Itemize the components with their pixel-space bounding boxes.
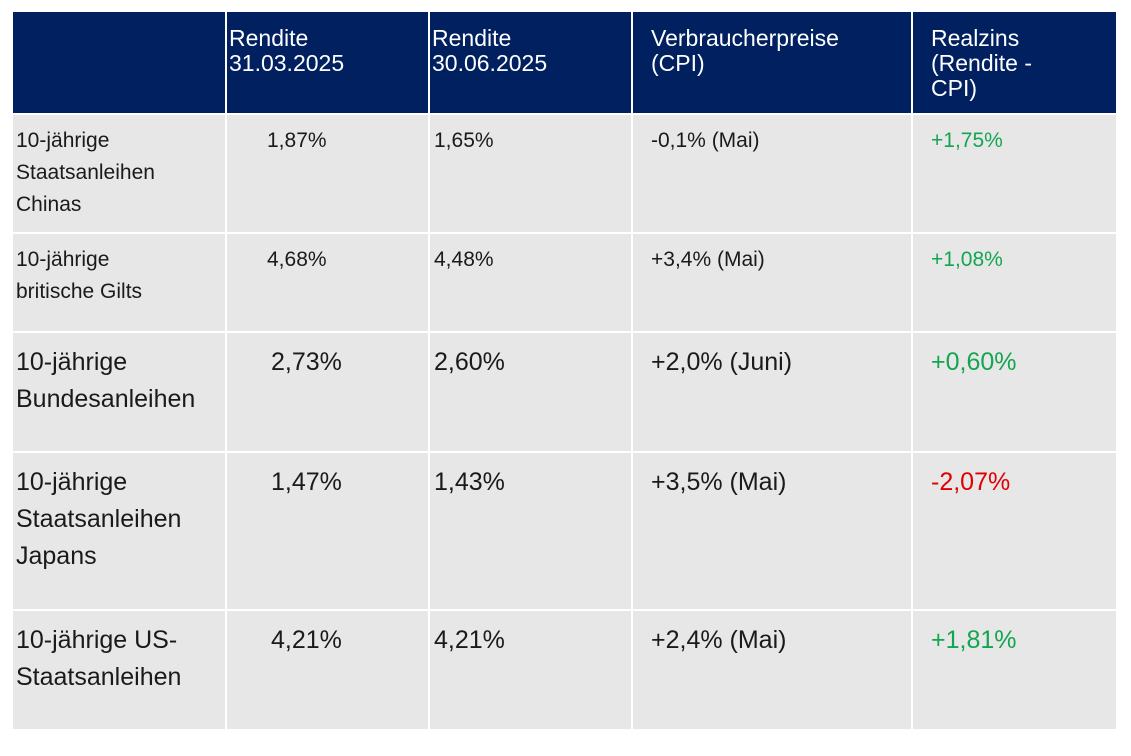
bond-name-line: 10-jährige [16,129,110,152]
yield-q1-cell: 2,73% [227,333,430,453]
real-rate-cell: +0,60% [913,333,1116,453]
yield-q2-cell: 4,21% [430,611,633,729]
table-header-row: Rendite 31.03.2025 Rendite 30.06.2025 Ve… [13,12,1116,115]
bond-name-cell: 10-jährige Staatsanleihen Chinas [13,115,227,234]
header-cpi-line1: Verbraucherpreise [651,25,839,51]
table-row: 10-jährige britische Gilts 4,68% 4,48% +… [13,234,1116,333]
yield-q2-cell: 4,48% [430,234,633,333]
header-cpi-line2: (CPI) [651,50,705,76]
real-rate-cell: -2,07% [913,453,1116,611]
bond-name-line: Chinas [16,193,82,216]
header-yield-q1: Rendite 31.03.2025 [227,12,430,115]
header-real-rate-line1: Realzins [931,25,1020,51]
bond-name-line: Staatsanleihen [16,161,155,184]
header-yield-q1-line1: Rendite [229,25,309,51]
real-rate-cell: +1,81% [913,611,1116,729]
table-row: 10-jährige Staatsanleihen Chinas 1,87% 1… [13,115,1116,234]
bond-name-cell: 10-jährige britische Gilts [13,234,227,333]
cpi-cell: +3,5% (Mai) [633,453,913,611]
header-yield-q2: Rendite 30.06.2025 [430,12,633,115]
bond-name-line: Staatsanleihen [16,505,182,533]
yield-q1-cell: 1,87% [227,115,430,234]
header-cpi: Verbraucherpreise (CPI) [633,12,913,115]
bond-name-cell: 10-jährige Staatsanleihen Japans [13,453,227,611]
header-bond [13,12,227,115]
yield-q1-cell: 1,47% [227,453,430,611]
bond-name-line: britische Gilts [16,280,143,303]
bond-name-cell: 10-jährige US- Staatsanleihen [13,611,227,729]
bond-name-line: 10-jährige [16,468,128,496]
table-row: 10-jährige Bundesanleihen 2,73% 2,60% +2… [13,333,1116,453]
real-rate-cell: +1,75% [913,115,1116,234]
bond-name-line: 10-jährige US- [16,626,178,654]
yield-q1-cell: 4,68% [227,234,430,333]
bond-name-line: Staatsanleihen [16,663,182,691]
bond-name-line: Bundesanleihen [16,385,196,413]
header-yield-q2-line1: Rendite [432,25,512,51]
bond-name-cell: 10-jährige Bundesanleihen [13,333,227,453]
bond-name-line: 10-jährige [16,248,110,271]
header-yield-q1-line2: 31.03.2025 [229,50,345,76]
cpi-cell: +3,4% (Mai) [633,234,913,333]
yield-q2-cell: 2,60% [430,333,633,453]
cpi-cell: -0,1% (Mai) [633,115,913,234]
table-row: 10-jährige US- Staatsanleihen 4,21% 4,21… [13,611,1116,729]
header-real-rate-line2: (Rendite - [931,50,1032,76]
cpi-cell: +2,0% (Juni) [633,333,913,453]
yield-q2-cell: 1,43% [430,453,633,611]
header-yield-q2-line2: 30.06.2025 [432,50,548,76]
bond-name-line: 10-jährige [16,348,128,376]
yield-q2-cell: 1,65% [430,115,633,234]
table-row: 10-jährige Staatsanleihen Japans 1,47% 1… [13,453,1116,611]
bond-name-line: Japans [16,542,97,570]
yield-comparison-table: Rendite 31.03.2025 Rendite 30.06.2025 Ve… [13,12,1116,729]
cpi-cell: +2,4% (Mai) [633,611,913,729]
yield-q1-cell: 4,21% [227,611,430,729]
real-rate-cell: +1,08% [913,234,1116,333]
header-real-rate-line3: CPI) [931,75,977,101]
header-real-rate: Realzins (Rendite - CPI) [913,12,1116,115]
